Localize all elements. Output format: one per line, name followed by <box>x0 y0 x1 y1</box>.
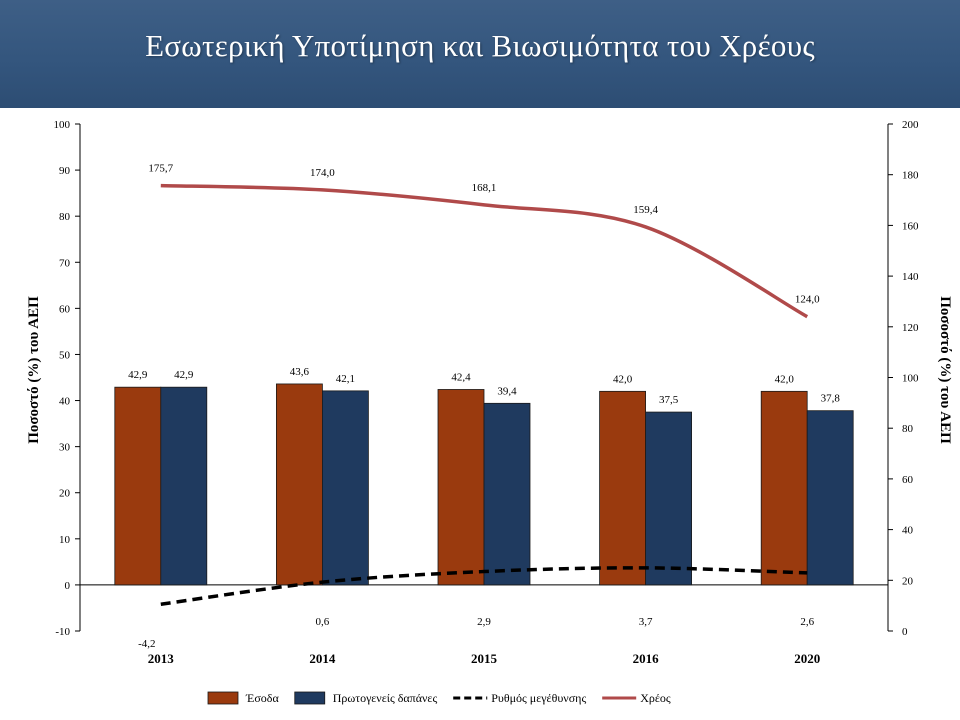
y-left-tick-label: 70 <box>59 257 71 269</box>
x-tick-label: 2013 <box>148 651 175 666</box>
chart: -10 0 10 20 30 40 50 60 70 80 90 100 0 20 40 60 80 100 120… <box>26 119 953 705</box>
bar <box>645 411 692 586</box>
debt-value-label: 124,0 <box>795 294 820 306</box>
bar <box>275 383 323 586</box>
chart-axes: -10 0 10 20 30 40 50 60 70 80 90 100 0 20 40 60 80 100 120… <box>54 119 920 666</box>
debt-value-label: 175,7 <box>148 163 173 175</box>
legend-swatch <box>207 691 239 705</box>
y-left-tick-label: 80 <box>59 211 71 223</box>
x-tick-label: 2020 <box>794 651 820 666</box>
y-right-tick-label: 120 <box>902 322 919 334</box>
slide-title: Εσωτερική Υποτίμηση και Βιωσιμότητα του … <box>145 28 815 63</box>
bar-value-label: 43,6 <box>290 366 310 378</box>
bar-value-label: 42,0 <box>613 373 633 385</box>
y-left-tick-label: 60 <box>59 303 71 315</box>
bar <box>437 389 485 586</box>
y-left-tick-label: 10 <box>59 534 71 546</box>
legend-swatch <box>294 691 326 705</box>
y-axis-left-title: Ποσοστό (%) του ΑΕΠ <box>26 296 42 444</box>
y-right-tick-label: 200 <box>902 119 919 131</box>
y-right-tick-label: 0 <box>902 626 908 638</box>
debt-value-label: 174,0 <box>310 167 335 179</box>
legend-label: Πρωτογενείς δαπάνες <box>333 691 438 705</box>
chart-data-labels: 42,9 43,6 42,4 42,0 42,0 42,9 42,1 39,4 37,5 37,8… <box>128 163 840 650</box>
bar-value-label: 39,4 <box>497 385 517 397</box>
bar <box>806 410 854 586</box>
y-right-tick-label: 100 <box>902 373 919 385</box>
chart-lines <box>160 183 809 607</box>
x-tick-label: 2015 <box>471 651 498 666</box>
bar-value-label: 42,9 <box>128 369 148 381</box>
growth-rate-value-label: 2,9 <box>477 616 491 628</box>
y-left-tick-label: 50 <box>59 349 71 361</box>
y-right-tick-label: 180 <box>902 170 919 182</box>
growth-rate-line <box>160 566 808 607</box>
chart-bars <box>114 383 854 586</box>
bar <box>160 386 208 586</box>
legend-label: Ρυθμός μεγέθυνσης <box>491 691 586 705</box>
x-tick-label: 2014 <box>309 651 336 666</box>
debt-line <box>160 183 809 319</box>
y-right-tick-label: 20 <box>902 575 914 587</box>
bar <box>321 390 369 586</box>
bar <box>599 390 646 586</box>
y-right-tick-label: 140 <box>902 271 919 283</box>
bar <box>760 390 808 586</box>
bar-value-label: 42,4 <box>451 371 471 383</box>
y-right-tick-label: 80 <box>902 423 914 435</box>
y-left-tick-label: 100 <box>54 119 71 131</box>
y-right-tick-label: 160 <box>902 220 919 232</box>
y-left-tick-label: 20 <box>59 488 71 500</box>
bar <box>114 386 162 586</box>
bar-value-label: 37,8 <box>821 393 841 405</box>
y-left-tick-label: 0 <box>65 580 71 592</box>
y-left-tick-label: 40 <box>59 396 71 408</box>
bar-value-label: 37,5 <box>659 394 679 406</box>
debt-value-label: 168,1 <box>472 182 497 194</box>
slide-title-banner: Εσωτερική Υποτίμηση και Βιωσιμότητα του … <box>0 0 960 108</box>
y-axis-right-title: Ποσοστό (%) του ΑΕΠ <box>937 296 953 444</box>
bar-value-label: 42,9 <box>174 369 194 381</box>
growth-rate-value-label: 2,6 <box>800 616 814 628</box>
bar <box>483 402 531 586</box>
debt-value-label: 159,4 <box>633 204 658 216</box>
y-right-tick-label: 60 <box>902 474 914 486</box>
y-right-tick-label: 40 <box>902 525 914 537</box>
growth-rate-value-label: 3,7 <box>639 616 653 628</box>
legend-label: Χρέος <box>640 691 671 705</box>
y-left-tick-label: 90 <box>59 165 71 177</box>
y-left-tick-label: -10 <box>55 626 70 638</box>
growth-rate-value-label: -4,2 <box>138 638 155 650</box>
bar-value-label: 42,1 <box>336 373 355 385</box>
legend-label: Έσοδα <box>245 691 279 705</box>
chart-legend: Έσοδα Πρωτογενείς δαπάνες Ρυθμός μεγέθυνση… <box>207 691 671 705</box>
x-tick-label: 2016 <box>633 651 660 666</box>
growth-rate-value-label: 0,6 <box>316 616 330 628</box>
y-left-tick-label: 30 <box>59 442 71 454</box>
bar-value-label: 42,0 <box>775 373 795 385</box>
